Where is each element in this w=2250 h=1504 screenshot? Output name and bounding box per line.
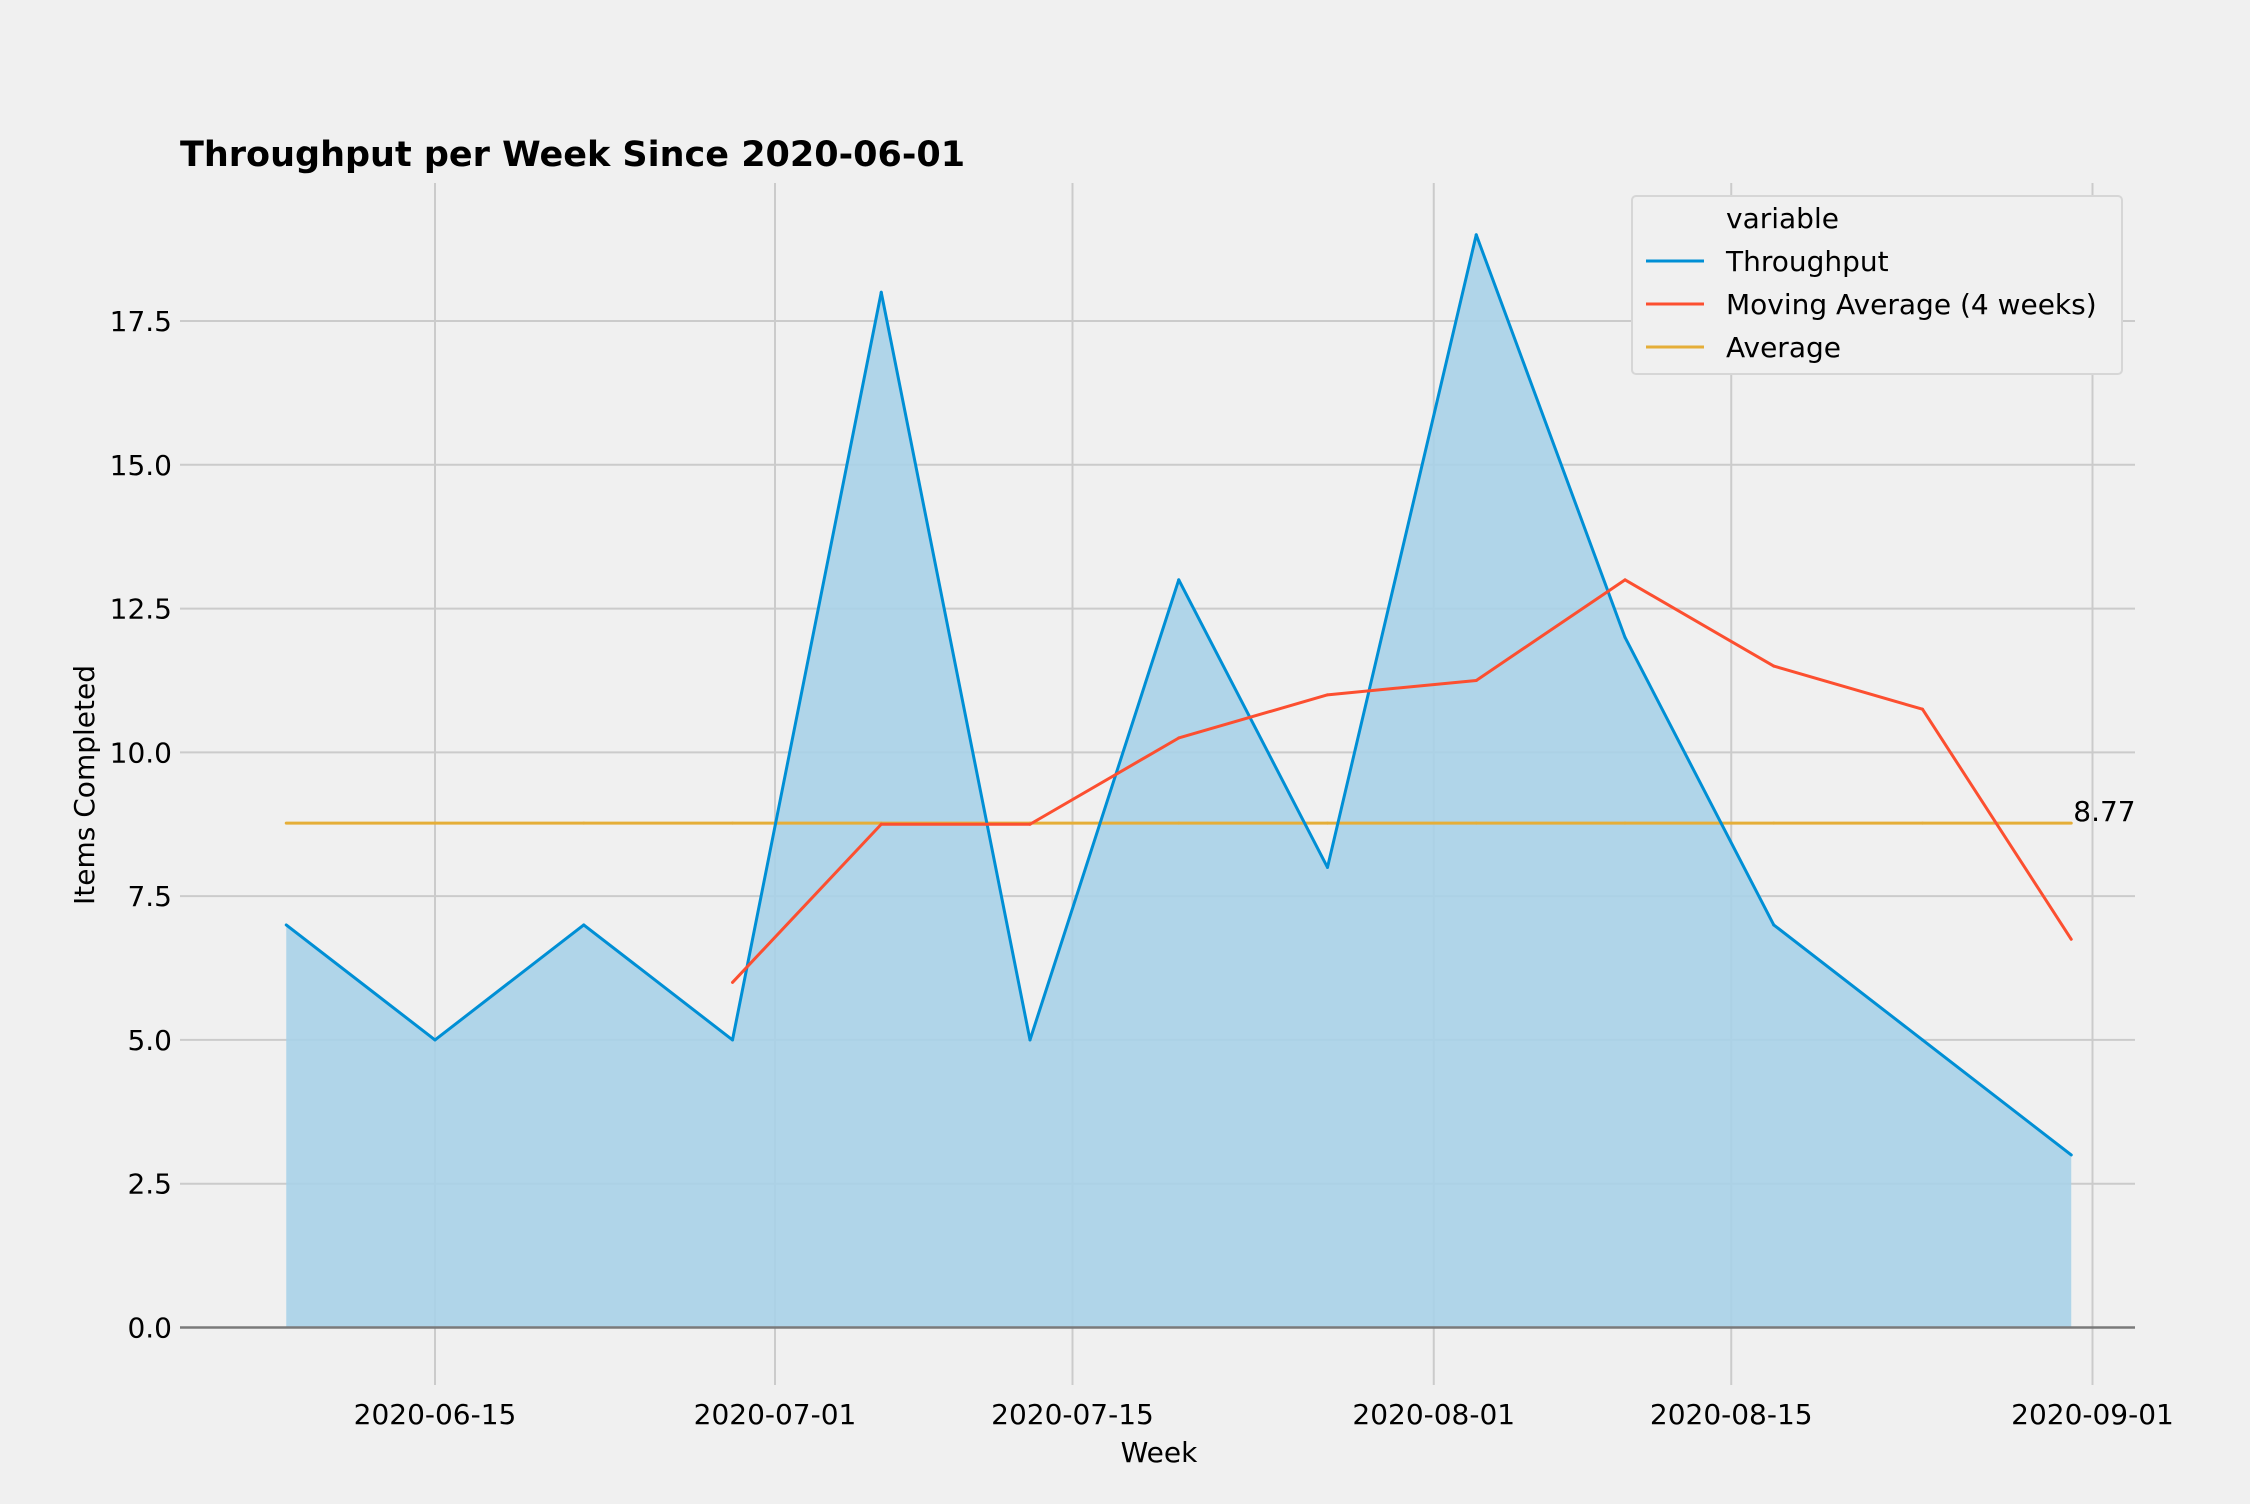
y-axis-label: Items Completed bbox=[68, 665, 101, 905]
moving-average-4-weeks-segment bbox=[1474, 578, 1627, 682]
throughput-series bbox=[284, 233, 2073, 1157]
x-tick-label: 2020-08-01 bbox=[1352, 1398, 1515, 1431]
series-lines bbox=[284, 233, 2073, 1157]
throughput-segment bbox=[1623, 635, 1776, 927]
y-tick-label: 10.0 bbox=[110, 736, 172, 769]
x-axis-label: Week bbox=[1121, 1436, 1198, 1469]
throughput-segment bbox=[582, 923, 734, 1042]
x-tick-label: 2020-09-01 bbox=[2011, 1398, 2174, 1431]
throughput-segment bbox=[284, 923, 437, 1042]
legend-label-average: Average bbox=[1726, 331, 1841, 364]
legend-title: variable bbox=[1726, 202, 1839, 235]
moving-average-4-weeks-segment bbox=[1326, 678, 1478, 697]
throughput-area-fill bbox=[286, 234, 2072, 1328]
throughput-area bbox=[286, 234, 2072, 1328]
axes: 0.0 2.5 5.0 7.5 10.0 12.5 15.0 17.5 2020-06-15 20… bbox=[110, 305, 2174, 1431]
throughput-segment bbox=[1772, 923, 1924, 1042]
throughput-segment bbox=[1326, 233, 1478, 869]
moving-average-4-weeks-segment bbox=[731, 822, 883, 984]
moving-average-4-weeks-segment bbox=[1623, 578, 1776, 668]
y-tick-label: 7.5 bbox=[127, 880, 172, 913]
x-tick-label: 2020-07-15 bbox=[991, 1398, 1154, 1431]
throughput-segment bbox=[1921, 1038, 2073, 1157]
y-tick-label: 2.5 bbox=[127, 1168, 172, 1201]
moving-average-4-weeks-series bbox=[731, 578, 2073, 984]
annotations: 8.77 bbox=[2073, 795, 2135, 828]
average-value-label: 8.77 bbox=[2073, 795, 2135, 828]
throughput-segment bbox=[433, 923, 586, 1042]
legend: variable Throughput Moving Average (4 week… bbox=[1631, 195, 2123, 375]
throughput-segment bbox=[879, 290, 1032, 1042]
moving-average-4-weeks-segment bbox=[1028, 736, 1181, 826]
y-tick-label: 5.0 bbox=[127, 1024, 172, 1057]
y-tick-label: 12.5 bbox=[110, 593, 172, 626]
y-tick-label: 17.5 bbox=[110, 305, 172, 338]
chart-title: Throughput per Week Since 2020-06-01 bbox=[180, 135, 965, 175]
moving-average-4-weeks-segment bbox=[1772, 664, 1924, 711]
legend-label-throughput: Throughput bbox=[1725, 245, 1889, 278]
y-tick-label: 0.0 bbox=[127, 1311, 172, 1344]
x-tick-label: 2020-06-15 bbox=[354, 1398, 517, 1431]
moving-average-4-weeks-segment bbox=[1921, 707, 2073, 941]
legend-label-moving-average-4-weeks: Moving Average (4 weeks) bbox=[1726, 288, 2097, 321]
throughput-segment bbox=[1028, 578, 1181, 1042]
y-tick-label: 15.0 bbox=[110, 449, 172, 482]
legend-box bbox=[1631, 195, 2123, 375]
throughput-segment bbox=[731, 290, 883, 1042]
x-tick-label: 2020-07-01 bbox=[694, 1398, 857, 1431]
throughput-segment bbox=[1177, 578, 1329, 869]
throughput-segment bbox=[1474, 233, 1627, 639]
x-tick-label: 2020-08-15 bbox=[1650, 1398, 1813, 1431]
moving-average-4-weeks-segment bbox=[1177, 693, 1329, 740]
